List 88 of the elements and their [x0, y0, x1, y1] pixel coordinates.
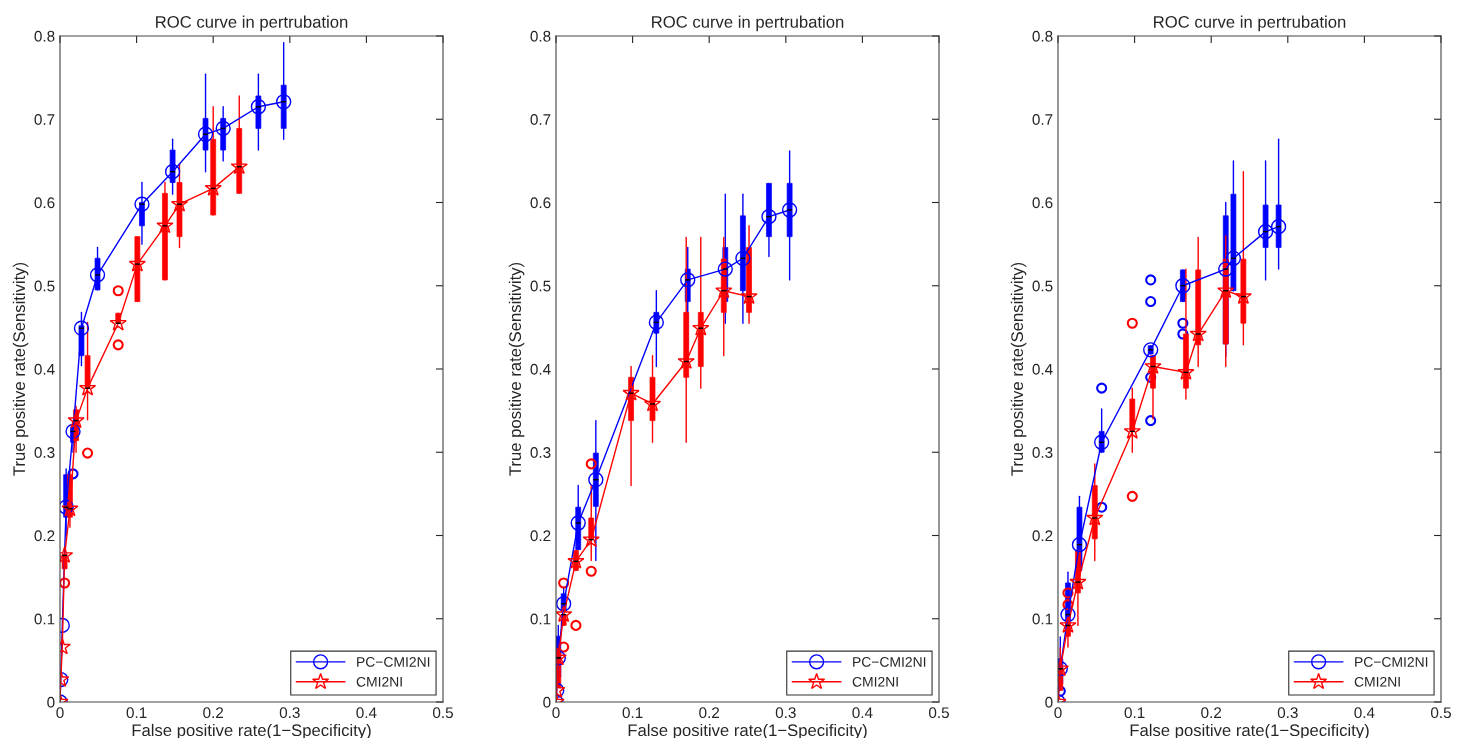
x-tick-label: 0.4 — [852, 707, 873, 719]
point — [89, 267, 106, 283]
y-tick-label: 0.1 — [1032, 613, 1053, 625]
point — [134, 196, 150, 212]
legend-label: PC−CMI2NI — [1355, 657, 1428, 667]
y-tick-label: 0.2 — [34, 530, 55, 542]
point — [648, 314, 664, 331]
point — [215, 120, 231, 137]
y-tick-label: 0.4 — [34, 363, 55, 375]
x-tick-label: 0.1 — [1124, 707, 1145, 719]
y-tick-label: 0.2 — [530, 530, 551, 542]
point — [1175, 278, 1191, 294]
point — [1094, 434, 1110, 450]
point — [250, 99, 267, 115]
legend-label: CMI2NI — [852, 676, 898, 687]
chart-title: ROC curve in pertrubation — [156, 15, 348, 32]
point — [680, 272, 696, 288]
y-tick-label: 0.3 — [1032, 447, 1053, 458]
point — [65, 423, 81, 440]
point — [735, 250, 751, 266]
point — [588, 472, 604, 488]
x-tick-label: 0 — [56, 707, 64, 719]
point — [276, 94, 292, 110]
x-tick-label: 0.2 — [1201, 707, 1222, 719]
x-tick-label: 0.5 — [432, 707, 453, 719]
point — [60, 499, 74, 515]
x-tick-label: 0 — [1054, 707, 1062, 719]
point — [1143, 342, 1159, 358]
point — [761, 209, 777, 225]
y-tick-label: 0.7 — [34, 114, 55, 125]
x-tick-label: 0.3 — [1277, 707, 1298, 719]
x-tick-label: 0.2 — [203, 707, 224, 719]
x-tick-label: 0.1 — [622, 707, 643, 719]
x-tick-label: 0.2 — [699, 707, 720, 719]
y-tick-label: 0.8 — [34, 30, 55, 42]
legend-label: PC−CMI2NI — [357, 657, 430, 667]
y-tick-label: 0.8 — [530, 30, 551, 42]
y-tick-label: 0 — [1045, 696, 1053, 708]
point — [73, 320, 90, 336]
y-axis-title: True positive rate(Sensitivity) — [508, 262, 525, 476]
y-tick-label: 0 — [47, 696, 55, 708]
x-tick-label: 0.3 — [279, 707, 300, 719]
y-axis-title: True positive rate(Sensitivity) — [1010, 262, 1027, 476]
y-tick-label: 0.1 — [34, 613, 55, 625]
legend-label: CMI2NI — [356, 676, 402, 687]
point — [164, 164, 181, 180]
y-tick-label: 0.5 — [34, 280, 55, 292]
point — [1059, 616, 1077, 633]
point — [781, 202, 798, 218]
point — [556, 596, 572, 612]
point — [622, 384, 640, 401]
legend-label: CMI2NI — [1354, 676, 1400, 687]
x-tick-label: 0.4 — [1354, 707, 1375, 719]
y-tick-label: 0.7 — [530, 114, 551, 125]
chart-title: ROC curve in pertrubation — [1154, 15, 1346, 32]
legend-label: PC−CMI2NI — [853, 657, 926, 667]
y-tick-label: 0.2 — [1032, 530, 1053, 542]
point — [1071, 537, 1088, 553]
y-tick-label: 0.5 — [530, 280, 551, 292]
x-tick-label: 0.4 — [356, 707, 377, 719]
chart-title: ROC curve in pertrubation — [652, 15, 844, 32]
y-tick-label: 0.8 — [1032, 30, 1053, 42]
x-tick-label: 0.5 — [928, 707, 949, 719]
y-tick-label: 0.3 — [34, 447, 55, 458]
point — [1270, 219, 1287, 235]
x-tick-label: 0.1 — [126, 707, 147, 719]
point — [1225, 250, 1242, 266]
y-tick-label: 0.1 — [530, 613, 551, 625]
point — [717, 261, 733, 277]
y-tick-label: 0.5 — [1032, 280, 1053, 292]
y-tick-label: 0.6 — [34, 197, 55, 209]
point — [556, 605, 573, 623]
point — [197, 126, 214, 142]
x-tick-label: 0.3 — [775, 707, 796, 719]
y-tick-label: 0.3 — [530, 447, 551, 458]
y-tick-label: 0.6 — [1032, 197, 1053, 209]
point — [570, 515, 586, 531]
x-tick-label: 0.5 — [1430, 707, 1451, 719]
point — [1257, 223, 1274, 240]
y-tick-label: 0.4 — [1032, 363, 1053, 375]
y-tick-label: 0 — [543, 696, 551, 708]
y-tick-label: 0.7 — [1032, 114, 1053, 125]
point — [1060, 606, 1076, 623]
y-axis-title: True positive rate(Sensitivity) — [12, 262, 29, 476]
point — [67, 411, 85, 429]
x-tick-label: 0 — [552, 707, 560, 719]
y-tick-label: 0.6 — [530, 197, 551, 209]
y-tick-label: 0.4 — [530, 363, 551, 375]
